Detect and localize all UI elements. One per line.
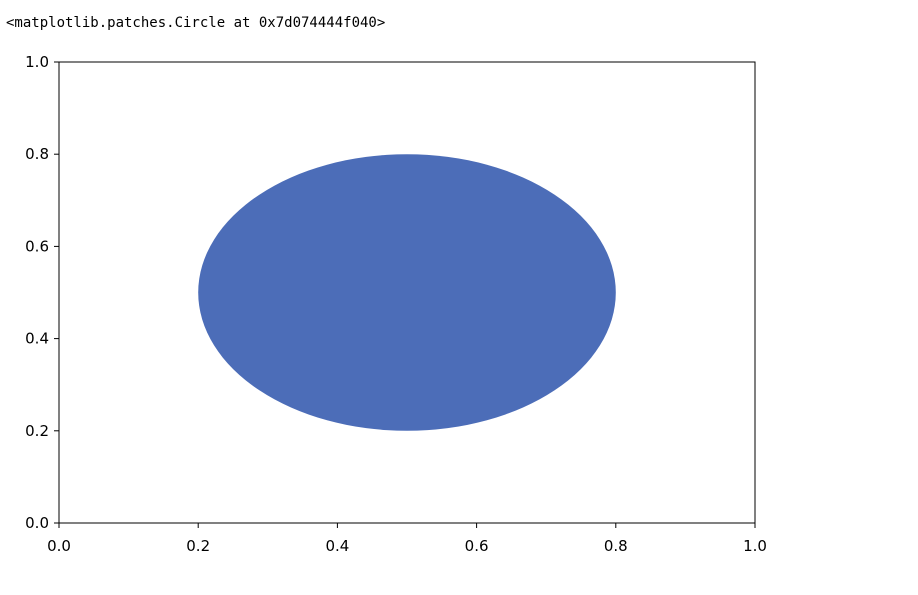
cell-output-text: <matplotlib.patches.Circle at 0x7d074444… — [6, 15, 386, 31]
y-tick-label: 0.2 — [25, 422, 49, 440]
y-tick-label: 0.8 — [25, 145, 49, 163]
x-axis-ticks: 0.0 0.2 0.4 0.6 0.8 1.0 — [47, 523, 767, 555]
x-tick-label: 0.6 — [465, 537, 489, 555]
y-tick-label: 0.6 — [25, 237, 49, 255]
x-tick-label: 0.0 — [47, 537, 71, 555]
y-tick-label: 0.0 — [25, 514, 49, 532]
circle-patch — [198, 154, 616, 431]
x-tick-label: 0.8 — [604, 537, 628, 555]
shapes-layer — [198, 154, 616, 431]
y-tick-label: 1.0 — [25, 53, 49, 71]
y-axis-ticks: 0.0 0.2 0.4 0.6 0.8 1.0 — [25, 53, 59, 532]
x-tick-label: 0.2 — [186, 537, 210, 555]
x-tick-label: 0.4 — [325, 537, 349, 555]
x-tick-label: 1.0 — [743, 537, 767, 555]
axes-frame — [58, 61, 756, 524]
y-tick-label: 0.4 — [25, 330, 49, 348]
